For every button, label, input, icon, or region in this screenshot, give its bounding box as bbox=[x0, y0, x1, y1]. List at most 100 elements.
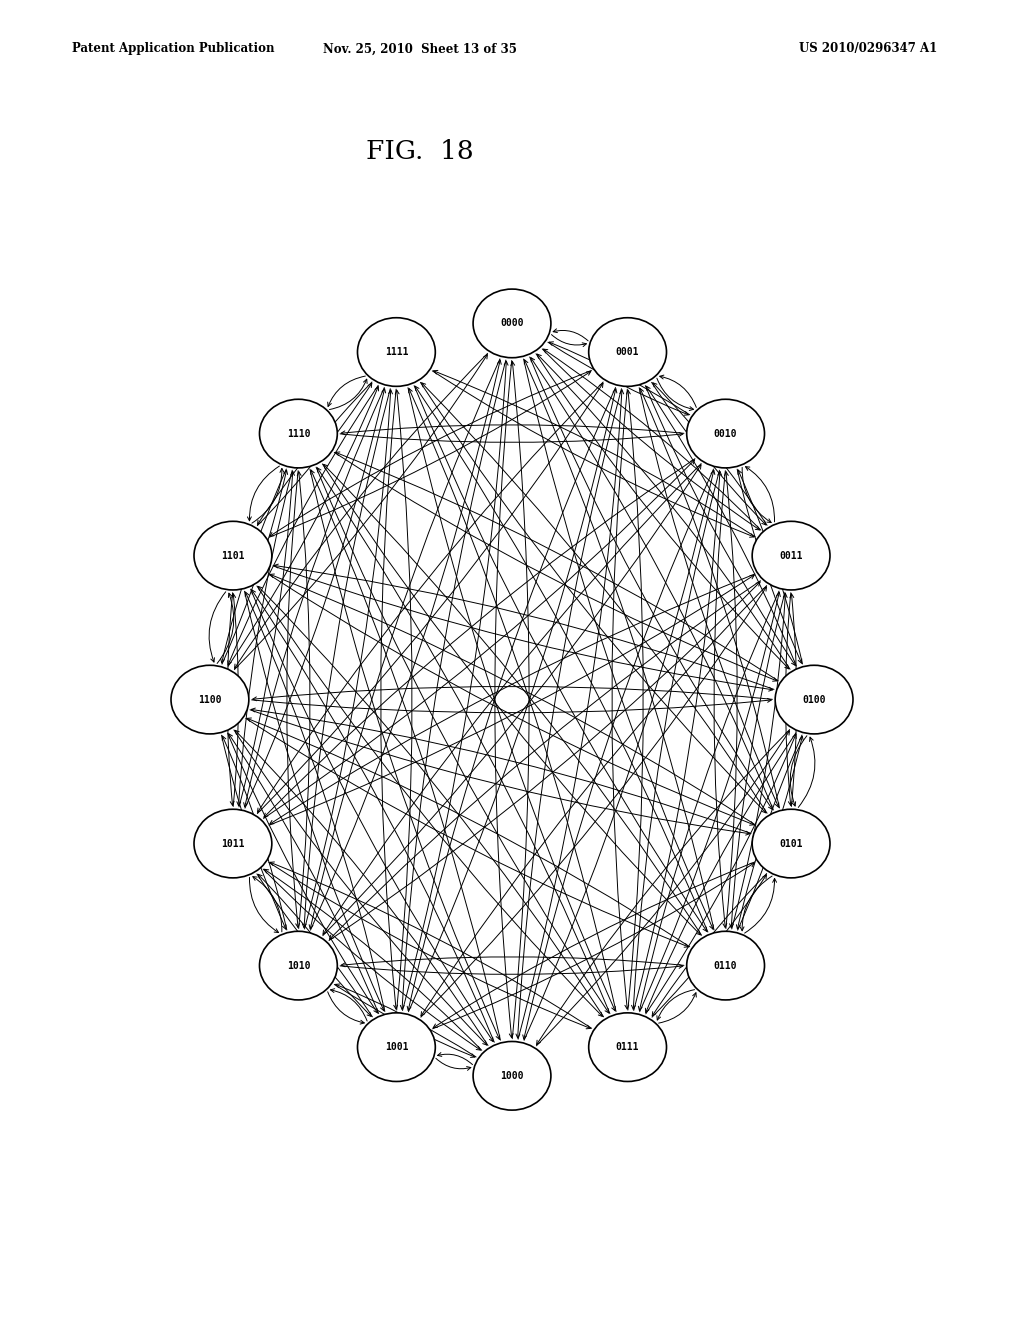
FancyArrowPatch shape bbox=[237, 470, 292, 805]
Ellipse shape bbox=[194, 809, 271, 878]
FancyArrowPatch shape bbox=[227, 385, 378, 665]
Ellipse shape bbox=[753, 521, 830, 590]
FancyArrowPatch shape bbox=[627, 391, 643, 1010]
FancyArrowPatch shape bbox=[263, 459, 694, 818]
FancyArrowPatch shape bbox=[329, 582, 760, 941]
Text: Patent Application Publication: Patent Application Publication bbox=[72, 42, 274, 55]
Text: 1110: 1110 bbox=[287, 429, 310, 438]
FancyArrowPatch shape bbox=[310, 360, 501, 931]
FancyArrowPatch shape bbox=[543, 348, 760, 529]
FancyArrowPatch shape bbox=[251, 589, 494, 1041]
FancyArrowPatch shape bbox=[250, 710, 750, 836]
FancyArrowPatch shape bbox=[250, 878, 279, 932]
FancyArrowPatch shape bbox=[248, 466, 280, 521]
Text: 1001: 1001 bbox=[385, 1043, 409, 1052]
FancyArrowPatch shape bbox=[724, 471, 737, 928]
FancyArrowPatch shape bbox=[336, 451, 778, 681]
FancyArrowPatch shape bbox=[432, 863, 755, 1028]
FancyArrowPatch shape bbox=[740, 876, 772, 931]
Text: 1010: 1010 bbox=[287, 961, 310, 970]
FancyArrowPatch shape bbox=[253, 876, 282, 932]
Text: 0101: 0101 bbox=[779, 838, 803, 849]
FancyArrowPatch shape bbox=[287, 471, 300, 928]
FancyArrowPatch shape bbox=[745, 467, 774, 521]
FancyArrowPatch shape bbox=[549, 342, 690, 414]
Ellipse shape bbox=[357, 318, 435, 387]
FancyArrowPatch shape bbox=[544, 348, 761, 531]
FancyArrowPatch shape bbox=[408, 388, 615, 1011]
FancyArrowPatch shape bbox=[336, 983, 476, 1057]
FancyArrowPatch shape bbox=[246, 593, 385, 1011]
FancyArrowPatch shape bbox=[269, 862, 591, 1028]
FancyArrowPatch shape bbox=[330, 379, 368, 409]
FancyArrowPatch shape bbox=[257, 381, 603, 812]
FancyArrowPatch shape bbox=[737, 737, 803, 931]
FancyArrowPatch shape bbox=[252, 590, 495, 1043]
FancyArrowPatch shape bbox=[421, 586, 767, 1016]
FancyArrowPatch shape bbox=[274, 564, 774, 689]
FancyArrowPatch shape bbox=[495, 360, 513, 1038]
FancyArrowPatch shape bbox=[518, 389, 624, 1039]
Ellipse shape bbox=[194, 521, 271, 590]
FancyArrowPatch shape bbox=[257, 586, 602, 1016]
FancyArrowPatch shape bbox=[656, 379, 693, 411]
FancyArrowPatch shape bbox=[269, 371, 591, 537]
FancyArrowPatch shape bbox=[257, 874, 372, 1016]
FancyArrowPatch shape bbox=[252, 698, 771, 713]
FancyArrowPatch shape bbox=[221, 469, 287, 663]
Ellipse shape bbox=[753, 809, 830, 878]
Text: 0110: 0110 bbox=[714, 961, 737, 970]
FancyArrowPatch shape bbox=[537, 730, 790, 1044]
FancyArrowPatch shape bbox=[536, 354, 788, 669]
FancyArrowPatch shape bbox=[646, 734, 797, 1014]
Text: 0010: 0010 bbox=[714, 429, 737, 438]
FancyArrowPatch shape bbox=[524, 470, 715, 1040]
FancyArrowPatch shape bbox=[524, 360, 714, 931]
FancyArrowPatch shape bbox=[400, 360, 506, 1010]
Ellipse shape bbox=[171, 665, 249, 734]
FancyArrowPatch shape bbox=[658, 993, 696, 1023]
FancyArrowPatch shape bbox=[612, 389, 629, 1008]
FancyArrowPatch shape bbox=[323, 465, 701, 936]
FancyArrowPatch shape bbox=[217, 593, 233, 664]
FancyArrowPatch shape bbox=[245, 388, 386, 808]
FancyArrowPatch shape bbox=[227, 733, 378, 1012]
FancyArrowPatch shape bbox=[511, 362, 529, 1039]
Text: 0111: 0111 bbox=[615, 1043, 639, 1052]
FancyArrowPatch shape bbox=[334, 453, 777, 681]
FancyArrowPatch shape bbox=[324, 465, 701, 936]
FancyArrowPatch shape bbox=[323, 463, 701, 935]
FancyArrowPatch shape bbox=[340, 433, 683, 442]
FancyArrowPatch shape bbox=[245, 591, 384, 1011]
FancyArrowPatch shape bbox=[222, 737, 287, 931]
FancyArrowPatch shape bbox=[310, 470, 501, 1040]
FancyArrowPatch shape bbox=[273, 566, 773, 692]
Text: 0100: 0100 bbox=[803, 694, 825, 705]
Ellipse shape bbox=[687, 932, 765, 1001]
FancyArrowPatch shape bbox=[257, 381, 372, 524]
FancyArrowPatch shape bbox=[638, 591, 779, 1011]
Ellipse shape bbox=[589, 1012, 667, 1081]
FancyArrowPatch shape bbox=[381, 389, 397, 1008]
FancyArrowPatch shape bbox=[328, 991, 365, 1024]
FancyArrowPatch shape bbox=[340, 965, 683, 974]
FancyArrowPatch shape bbox=[258, 874, 373, 1016]
FancyArrowPatch shape bbox=[552, 334, 587, 347]
FancyArrowPatch shape bbox=[414, 385, 707, 932]
Text: 0001: 0001 bbox=[615, 347, 639, 356]
FancyArrowPatch shape bbox=[634, 471, 722, 1011]
Ellipse shape bbox=[473, 1041, 551, 1110]
FancyArrowPatch shape bbox=[231, 594, 239, 807]
FancyArrowPatch shape bbox=[645, 385, 796, 665]
Ellipse shape bbox=[775, 665, 853, 734]
FancyArrowPatch shape bbox=[310, 469, 500, 1039]
FancyArrowPatch shape bbox=[640, 593, 780, 1011]
FancyArrowPatch shape bbox=[244, 388, 384, 807]
FancyArrowPatch shape bbox=[632, 470, 720, 1010]
FancyArrowPatch shape bbox=[236, 730, 488, 1045]
FancyArrowPatch shape bbox=[269, 371, 592, 536]
FancyArrowPatch shape bbox=[234, 355, 487, 669]
FancyArrowPatch shape bbox=[738, 470, 803, 664]
FancyArrowPatch shape bbox=[270, 574, 755, 825]
FancyArrowPatch shape bbox=[409, 388, 616, 1011]
